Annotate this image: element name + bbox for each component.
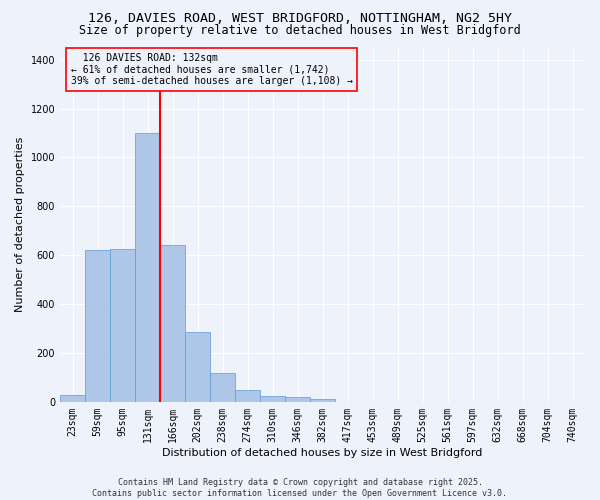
Text: Contains HM Land Registry data © Crown copyright and database right 2025.
Contai: Contains HM Land Registry data © Crown c… [92, 478, 508, 498]
Bar [235, 390, 260, 402]
Bar [160, 246, 185, 402]
Text: Size of property relative to detached houses in West Bridgford: Size of property relative to detached ho… [79, 24, 521, 37]
Bar [260, 396, 285, 402]
X-axis label: Distribution of detached houses by size in West Bridgford: Distribution of detached houses by size … [163, 448, 483, 458]
Bar [110, 249, 135, 402]
Text: 126 DAVIES ROAD: 132sqm
← 61% of detached houses are smaller (1,742)
39% of semi: 126 DAVIES ROAD: 132sqm ← 61% of detache… [71, 53, 353, 86]
Bar [285, 397, 310, 402]
Bar [310, 400, 335, 402]
Bar [210, 372, 235, 402]
Bar [135, 133, 160, 402]
Y-axis label: Number of detached properties: Number of detached properties [15, 137, 25, 312]
Text: 126, DAVIES ROAD, WEST BRIDGFORD, NOTTINGHAM, NG2 5HY: 126, DAVIES ROAD, WEST BRIDGFORD, NOTTIN… [88, 12, 512, 26]
Bar [60, 394, 85, 402]
Bar [85, 250, 110, 402]
Bar [185, 332, 210, 402]
